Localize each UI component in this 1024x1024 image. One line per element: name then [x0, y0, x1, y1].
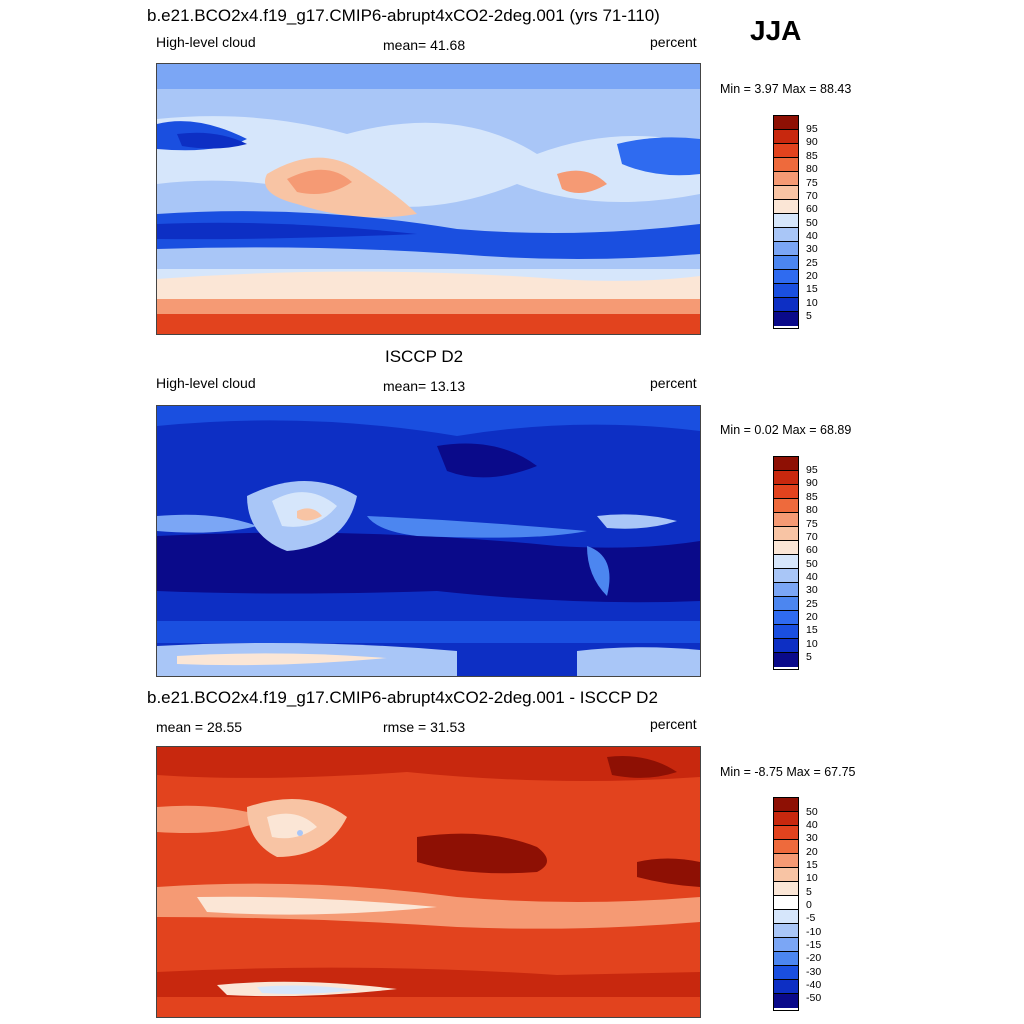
colorbar-tick-label: 5: [806, 310, 812, 322]
colorbar-tick-label: 10: [806, 297, 818, 309]
season-label: JJA: [750, 15, 802, 46]
panel1-units-label: percent: [650, 34, 697, 50]
panel3-rmse-label: rmse = 31.53: [383, 719, 466, 735]
panel3-map: [156, 746, 701, 1018]
colorbar-tick-label: -5: [806, 912, 816, 924]
panel1-map: [156, 63, 701, 335]
colorbar-tick-label: 30: [806, 584, 818, 596]
panel2-title: ISCCP D2: [385, 347, 464, 366]
panel2-left-label: High-level cloud: [156, 375, 256, 391]
colorbar-tick-label: 40: [806, 571, 818, 583]
colorbar-tick-label: 70: [806, 190, 818, 202]
colorbar-tick-label: -40: [806, 979, 822, 991]
colorbar-tick-label: -50: [806, 992, 822, 1004]
panel2-map: [156, 405, 701, 677]
colorbar-tick-label: 15: [806, 859, 818, 871]
colorbar-tick-label: 5: [806, 651, 812, 663]
colorbar-tick-label: 15: [806, 624, 818, 636]
colorbar-tick-label: 0: [806, 899, 812, 911]
colorbar-tick-label: 50: [806, 806, 818, 818]
colorbar-tick-label: 50: [806, 217, 818, 229]
panel1-colorbar: [773, 115, 799, 329]
colorbar-tick-label: 30: [806, 832, 818, 844]
panel3-title: b.e21.BCO2x4.f19_g17.CMIP6-abrupt4xCO2-2…: [147, 688, 658, 707]
colorbar-tick-label: 10: [806, 638, 818, 650]
panel3-mean-label: mean = 28.55: [156, 719, 243, 735]
panel3-minmax: Min = -8.75 Max = 67.75: [720, 765, 856, 779]
colorbar-tick-label: 50: [806, 558, 818, 570]
colorbar-tick-label: 30: [806, 243, 818, 255]
colorbar-tick-label: 80: [806, 163, 818, 175]
colorbar-tick-label: -15: [806, 939, 822, 951]
panel2-colorbar: [773, 456, 799, 670]
colorbar-tick-label: 85: [806, 491, 818, 503]
panel3-units-label: percent: [650, 716, 697, 732]
colorbar-tick-label: 15: [806, 283, 818, 295]
colorbar-tick-label: -30: [806, 966, 822, 978]
colorbar-tick-label: 20: [806, 611, 818, 623]
colorbar-tick-label: 70: [806, 531, 818, 543]
colorbar-tick-label: 75: [806, 177, 818, 189]
colorbar-tick-label: 25: [806, 257, 818, 269]
colorbar-tick-label: 85: [806, 150, 818, 162]
colorbar-tick-label: 40: [806, 819, 818, 831]
colorbar-tick-label: 80: [806, 504, 818, 516]
colorbar-tick-label: 60: [806, 203, 818, 215]
colorbar-tick-label: 75: [806, 518, 818, 530]
panel1-left-label: High-level cloud: [156, 34, 256, 50]
colorbar-tick-label: 40: [806, 230, 818, 242]
colorbar-tick-label: 10: [806, 872, 818, 884]
panel1-mean-label: mean= 41.68: [383, 37, 466, 53]
panel2-minmax: Min = 0.02 Max = 68.89: [720, 423, 852, 437]
colorbar-tick-label: 95: [806, 464, 818, 476]
colorbar-tick-label: 90: [806, 477, 818, 489]
colorbar-tick-label: 25: [806, 598, 818, 610]
colorbar-tick-label: 20: [806, 846, 818, 858]
colorbar-tick-label: 95: [806, 123, 818, 135]
colorbar-tick-label: -10: [806, 926, 822, 938]
panel2-units-label: percent: [650, 375, 697, 391]
colorbar-tick-label: 90: [806, 136, 818, 148]
panel1-title: b.e21.BCO2x4.f19_g17.CMIP6-abrupt4xCO2-2…: [147, 6, 660, 25]
colorbar-tick-label: 5: [806, 886, 812, 898]
panel2-mean-label: mean= 13.13: [383, 378, 466, 394]
panel1-minmax: Min = 3.97 Max = 88.43: [720, 82, 852, 96]
colorbar-tick-label: -20: [806, 952, 822, 964]
colorbar-tick-label: 60: [806, 544, 818, 556]
colorbar-tick-label: 20: [806, 270, 818, 282]
panel3-colorbar: [773, 797, 799, 1011]
